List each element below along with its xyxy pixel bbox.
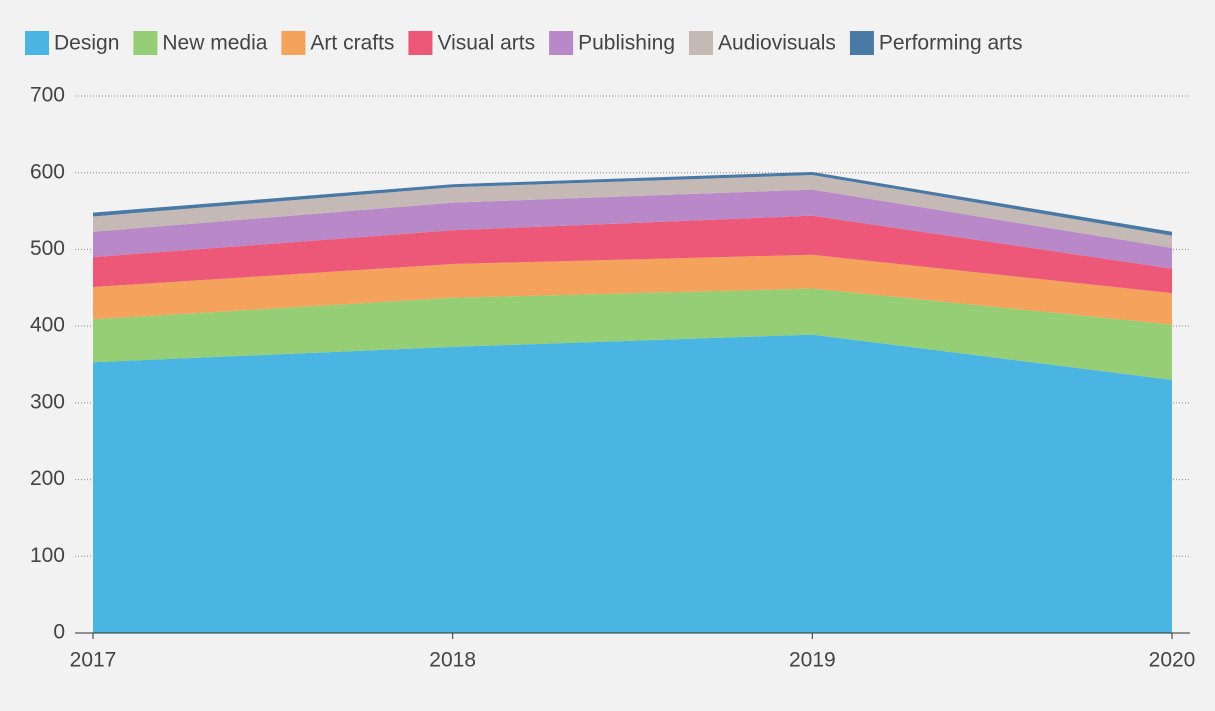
y-tick-label: 700 xyxy=(30,84,65,107)
area xyxy=(93,189,1172,269)
y-tick-label: 100 xyxy=(30,544,65,567)
legend-label: Art crafts xyxy=(310,32,394,55)
legend-label: Performing arts xyxy=(879,32,1023,55)
area xyxy=(93,171,1172,236)
legend-swatch xyxy=(25,31,49,55)
y-tick-label: 0 xyxy=(53,621,65,644)
area xyxy=(93,215,1172,294)
legend-swatch xyxy=(133,31,158,55)
x-tick-label: 2017 xyxy=(70,649,117,672)
area xyxy=(93,254,1172,325)
legend-swatch xyxy=(281,31,306,55)
y-tick-label: 400 xyxy=(30,314,65,337)
x-tick-label: 2020 xyxy=(1149,649,1196,672)
y-tick-label: 300 xyxy=(30,390,65,413)
area xyxy=(93,288,1172,380)
areas xyxy=(93,171,1172,633)
x-tick-label: 2018 xyxy=(429,649,476,672)
legend-swatch xyxy=(689,31,714,55)
legend-label: Audiovisuals xyxy=(718,32,836,55)
legend-swatch xyxy=(849,31,874,55)
legend-label: Publishing xyxy=(578,32,675,55)
y-tick-label: 500 xyxy=(30,237,65,260)
area xyxy=(93,334,1172,633)
legend-label: Visual arts xyxy=(437,32,535,55)
legend-swatch xyxy=(408,31,433,55)
area xyxy=(93,175,1172,248)
y-tick-label: 600 xyxy=(30,160,65,183)
legend-swatch xyxy=(549,31,574,55)
legend-label: Design xyxy=(54,32,119,55)
x-tick-label: 2019 xyxy=(789,649,836,672)
legend-label: New media xyxy=(162,32,267,55)
y-tick-label: 200 xyxy=(30,467,65,490)
